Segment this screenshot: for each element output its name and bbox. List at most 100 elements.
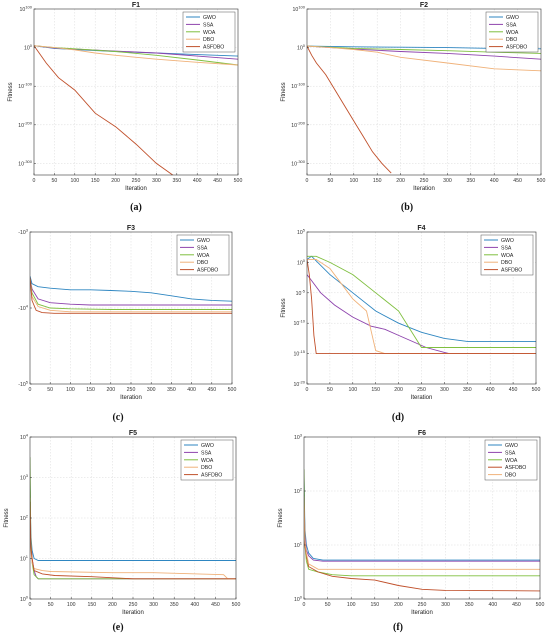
- y-tick-label: 100: [297, 258, 306, 267]
- x-tick-label: 200: [396, 178, 405, 184]
- y-tick-label: 10-5: [296, 288, 306, 297]
- series-line-asfdbo: [307, 45, 392, 174]
- x-axis-label: Iteration: [122, 610, 144, 616]
- x-axis-label: Iteration: [411, 395, 433, 401]
- series-line-ssa: [30, 277, 232, 306]
- legend-label-asfdbo: ASFDBO: [197, 268, 218, 274]
- x-tick-label: 450: [211, 602, 220, 608]
- series-line-dbo: [307, 258, 536, 355]
- x-tick-label: 200: [108, 602, 117, 608]
- x-tick-label: 200: [394, 387, 403, 393]
- chart-f6: 0 50 100 150 200 250 300 350 400 450 500 103 102 101 1…: [278, 430, 544, 633]
- legend-label-dbo: DBO: [505, 473, 516, 479]
- x-tick-label: 500: [228, 387, 237, 393]
- y-tick-label: 10-100: [18, 82, 33, 91]
- legend-label-ssa: SSA: [197, 245, 208, 251]
- legend-label-gwo: GWO: [197, 238, 210, 244]
- x-tick-label: 250: [417, 387, 426, 393]
- x-tick-label: 350: [172, 178, 181, 184]
- x-tick-label: 400: [187, 387, 196, 393]
- x-tick-label: 100: [347, 602, 356, 608]
- legend-label-asfdbo: ASFDBO: [501, 268, 522, 274]
- legend-label-woa: WOA: [506, 30, 519, 36]
- x-tick-label: 100: [67, 602, 76, 608]
- x-tick-label: 150: [86, 387, 95, 393]
- y-tick-label: 103: [294, 433, 303, 442]
- x-tick-label: 150: [370, 602, 379, 608]
- x-tick-label: 50: [47, 387, 53, 393]
- y-axis-label: Fitness: [8, 82, 14, 101]
- y-tick-label: 100: [20, 595, 29, 604]
- x-tick-label: 150: [373, 178, 382, 184]
- series-line-ssa: [307, 274, 536, 355]
- series-line-asfdbo: [307, 259, 536, 355]
- y-tick-label: 102: [20, 514, 29, 523]
- y-tick-label: 10-300: [18, 159, 33, 168]
- y-tick-label: 100: [24, 43, 33, 52]
- x-tick-label: 300: [149, 602, 158, 608]
- x-axis-label: Iteration: [125, 186, 147, 192]
- series-line-asfdbo: [34, 45, 173, 175]
- x-tick-label: 0: [303, 602, 306, 608]
- y-tick-label: 102: [294, 487, 303, 496]
- panel-caption: (d): [392, 412, 404, 423]
- x-tick-label: 150: [371, 387, 380, 393]
- x-tick-label: 0: [306, 178, 309, 184]
- x-tick-label: 50: [325, 602, 331, 608]
- x-tick-label: 200: [111, 178, 120, 184]
- panel-caption: (b): [401, 202, 413, 213]
- x-tick-label: 350: [466, 178, 475, 184]
- x-tick-label: 0: [29, 387, 32, 393]
- y-tick-label: 100: [297, 43, 306, 52]
- y-tick-label: 100: [294, 595, 303, 604]
- x-tick-label: 250: [129, 602, 138, 608]
- legend-label-asfdbo: ASFDBO: [201, 473, 222, 479]
- x-tick-label: 300: [147, 387, 156, 393]
- legend-label-ssa: SSA: [501, 245, 512, 251]
- panel-caption: (c): [112, 412, 123, 423]
- y-tick-label: -104: [18, 304, 29, 313]
- legend-label-gwo: GWO: [501, 238, 514, 244]
- chart-title: F5: [129, 430, 137, 437]
- x-tick-label: 300: [440, 387, 449, 393]
- chart-f2: 0 50 100 150 200 250 300 350 400 450 500 10100 100 10…: [281, 2, 545, 213]
- series-line-gwo: [30, 275, 232, 302]
- y-tick-label: -105: [18, 380, 29, 389]
- panel-caption: (f): [393, 622, 403, 633]
- y-tick-label: 10-20: [293, 380, 305, 389]
- x-tick-label: 200: [106, 387, 115, 393]
- x-tick-label: 500: [537, 178, 546, 184]
- legend-label-ssa: SSA: [203, 22, 214, 28]
- legend-label-gwo: GWO: [506, 15, 519, 21]
- chart-title: F3: [127, 225, 135, 232]
- y-tick-label: 10-300: [291, 159, 306, 168]
- y-tick-label: -103: [18, 228, 29, 237]
- chart-title: F1: [132, 2, 140, 9]
- legend-label-asfdbo: ASFDBO: [505, 465, 526, 471]
- y-axis-label: Fitness: [281, 82, 287, 101]
- x-tick-label: 300: [441, 602, 450, 608]
- x-tick-label: 0: [29, 602, 32, 608]
- x-tick-label: 150: [91, 178, 100, 184]
- x-tick-label: 100: [348, 387, 357, 393]
- y-tick-label: 10-15: [293, 349, 305, 358]
- x-tick-label: 50: [52, 178, 58, 184]
- x-tick-label: 350: [170, 602, 179, 608]
- series-line-dbo: [304, 496, 540, 570]
- chart-f4: 0 50 100 150 200 250 300 350 400 450 500 105 100 10-5…: [281, 225, 540, 423]
- series-line-asfdbo: [30, 277, 232, 314]
- legend-label-ssa: SSA: [505, 450, 516, 456]
- x-tick-label: 300: [443, 178, 452, 184]
- y-tick-label: 10-200: [18, 120, 33, 129]
- x-tick-label: 250: [132, 178, 141, 184]
- y-tick-label: 104: [20, 433, 29, 442]
- legend-label-woa: WOA: [203, 30, 216, 36]
- chart-f5: 0 50 100 150 200 250 300 350 400 450 500 104 103 102 1…: [4, 430, 240, 633]
- legend-label-asfdbo: ASFDBO: [506, 45, 527, 51]
- legend-label-woa: WOA: [505, 458, 518, 464]
- legend-label-dbo: DBO: [203, 37, 214, 43]
- x-tick-label: 400: [190, 602, 199, 608]
